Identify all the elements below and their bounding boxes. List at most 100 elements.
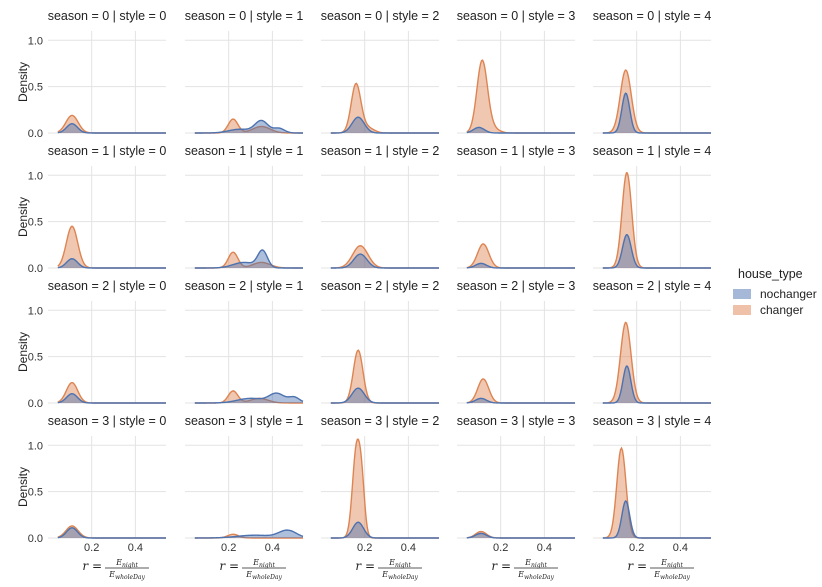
density-area-changer [466,243,575,268]
density-line-nochanger [602,365,711,404]
x-tick-label: 0.4 [401,542,416,554]
facet-r3-c4: season = 3 | style = 4 0.2 0.4 r = EnightEwh… [593,414,712,581]
density-area-nochanger [194,250,303,268]
facet-title: season = 1 | style = 4 [593,144,712,158]
facet-r1-c1: season = 1 | style = 1 [185,144,303,269]
y-axis-label: Density [16,197,30,237]
density-area-changer [602,322,711,403]
x-axis-label-numerator: Enight [252,558,275,569]
legend-title: house_type [738,267,803,281]
facet-r3-c3: season = 3 | style = 3 0.2 0.4 r = EnightEwh… [457,414,576,581]
facet-title: season = 2 | style = 3 [457,279,576,293]
facet-title: season = 0 | style = 0 [48,9,167,23]
density-area-nochanger [57,123,166,133]
x-axis-label-denominator: EwholeDay [653,570,690,581]
density-area-changer [466,531,575,538]
facet-r3-c1: season = 3 | style = 1 0.2 0.4 r = EnightEwh… [185,414,304,581]
y-tick-label: 0.5 [28,82,43,94]
facet-title: season = 0 | style = 1 [185,9,304,23]
facet-r0-c3: season = 0 | style = 3 [457,9,576,134]
facets: season = 0 | style = 0 0.0 0.5 1.0 season = … [16,9,711,581]
facet-r3-c0: season = 3 | style = 0 0.0 0.5 1.0 0.2 0.4 r =… [28,414,167,581]
legend-swatch-nochanger [733,289,751,299]
x-tick-label: 0.2 [84,542,99,554]
density-area-changer [330,83,439,133]
density-area-changer [57,382,166,403]
y-tick-label: 0.5 [28,487,43,499]
x-axis-label-numerator: Enight [115,558,138,569]
legend: house_type nochanger changer [733,267,817,317]
density-line-nochanger [57,527,166,539]
density-area-changer [330,245,439,268]
facet-title: season = 3 | style = 4 [593,414,712,428]
y-tick-label: 1.0 [28,305,43,317]
density-area-changer [57,525,166,538]
density-area-nochanger [602,366,711,403]
x-axis-label-denominator: EwholeDay [108,570,145,581]
legend-label-changer: changer [760,303,803,317]
density-area-nochanger [466,263,575,268]
density-area-nochanger [194,120,303,133]
density-line-changer [330,349,439,404]
x-axis-label-denominator: EwholeDay [245,570,282,581]
x-tick-label: 0.2 [493,542,508,554]
density-line-nochanger [330,253,439,269]
density-area-nochanger [330,254,439,268]
density-line-nochanger [194,392,304,404]
density-line-nochanger [57,393,166,404]
facet-r2-c0: season = 2 | style = 0 0.0 0.5 1.0 [28,279,167,410]
density-line-changer [330,438,439,539]
density-line-changer [330,82,439,134]
density-area-changer [57,115,166,133]
y-tick-label: 1.0 [28,170,43,182]
x-axis-label-numerator: Enight [524,558,547,569]
x-axis-label-denominator: EwholeDay [381,570,418,581]
facet-title: season = 3 | style = 1 [185,414,304,428]
facet-r1-c2: season = 1 | style = 2 [321,144,440,269]
density-area-nochanger [330,522,439,538]
facet-r1-c0: season = 1 | style = 0 0.0 0.5 1.0 [28,144,167,275]
x-axis-label-prefix: r = [355,559,375,573]
density-area-changer [330,439,439,538]
y-tick-label: 0.0 [28,263,43,275]
facet-r0-c4: season = 0 | style = 4 [593,9,711,134]
facet-title: season = 0 | style = 3 [457,9,576,23]
x-tick-label: 0.4 [265,542,280,554]
y-tick-label: 0.5 [28,352,43,364]
x-tick-label: 0.2 [357,542,372,554]
facet-title: season = 3 | style = 0 [48,414,167,428]
density-area-changer [466,378,575,403]
density-line-nochanger [194,249,303,269]
density-line-nochanger [330,116,439,134]
legend-label-nochanger: nochanger [760,287,817,301]
y-tick-label: 1.0 [28,440,43,452]
y-tick-label: 0.0 [28,128,43,140]
facet-r2-c4: season = 2 | style = 4 [593,279,711,404]
y-tick-label: 0.5 [28,217,43,229]
y-tick-label: 0.0 [28,533,43,545]
x-axis-label-prefix: r = [627,559,647,573]
density-line-nochanger [194,529,304,539]
density-area-nochanger [466,398,575,403]
facet-r2-c1: season = 2 | style = 1 [185,279,304,404]
density-area-nochanger [194,393,303,403]
facet-title: season = 2 | style = 1 [185,279,304,293]
density-area-changer [602,448,711,538]
x-axis-label-prefix: r = [82,559,102,573]
density-area-nochanger [57,527,166,538]
density-area-nochanger [330,388,439,403]
x-axis-label-prefix: r = [219,559,239,573]
facet-r0-c1: season = 0 | style = 1 [185,9,304,134]
y-axis-label: Density [16,467,30,507]
facet-title: season = 1 | style = 2 [321,144,440,158]
x-axis-label-denominator: EwholeDay [517,570,554,581]
y-axis-label: Density [16,62,30,102]
x-tick-label: 0.2 [629,542,644,554]
facet-title: season = 3 | style = 3 [457,414,576,428]
density-area-nochanger [57,393,166,403]
